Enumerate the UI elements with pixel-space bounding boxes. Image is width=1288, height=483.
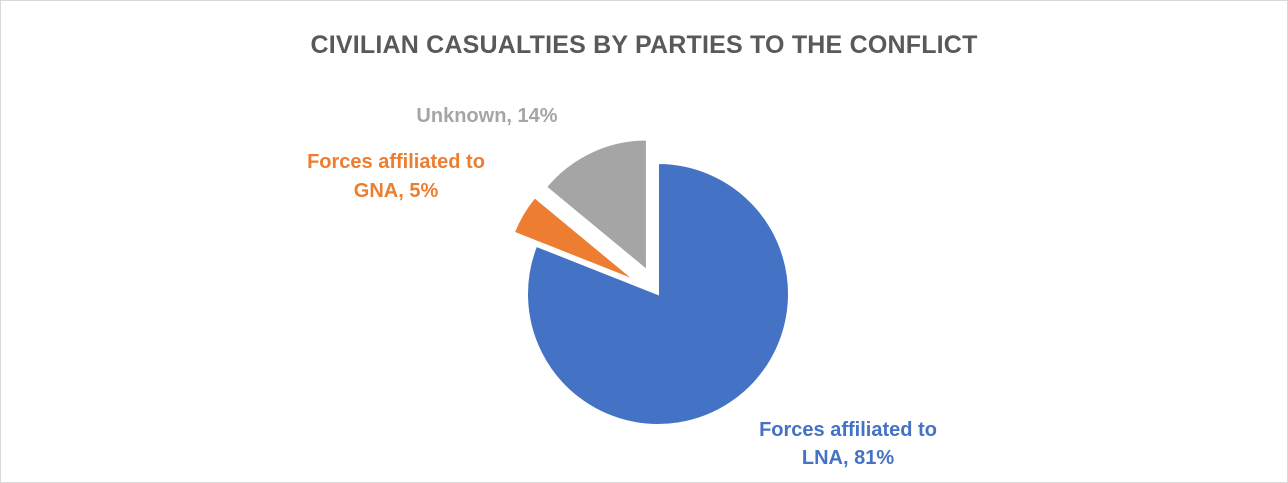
chart-title: CIVILIAN CASUALTIES BY PARTIES TO THE CO… — [310, 31, 978, 59]
data-label-forces-affiliated-to-gna: Forces affiliated to GNA, 5% — [307, 151, 485, 202]
data-label-unknown: Unknown, 14% — [416, 105, 557, 127]
pie-slice-forces-affiliated-to-lna — [526, 161, 790, 426]
pie-slice-forces-affiliated-to-gna — [512, 195, 637, 282]
pie-slice-unknown — [544, 138, 648, 273]
data-label-forces-affiliated-to-lna: Forces affiliated to LNA, 81% — [759, 419, 937, 469]
